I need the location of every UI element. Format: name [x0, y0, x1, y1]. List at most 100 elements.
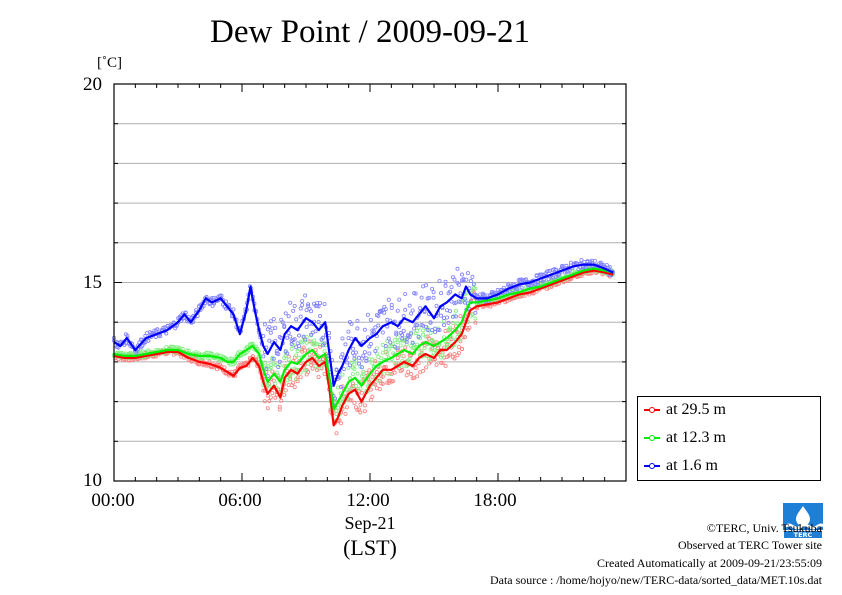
data-point-3: [359, 356, 364, 361]
data-point-3: [456, 282, 461, 287]
data-point-3: [433, 330, 438, 335]
data-point-3: [276, 364, 281, 369]
data-point-3: [364, 358, 369, 363]
data-point-3: [334, 367, 339, 372]
data-point-3: [443, 279, 448, 284]
data-point-3: [371, 329, 376, 334]
data-point-3: [273, 325, 278, 330]
legend-label-29m: at 29.5 m: [666, 401, 726, 418]
data-point-1: [377, 387, 382, 392]
data-point-2: [288, 374, 293, 379]
data-point-3: [322, 301, 327, 306]
data-point-3: [303, 337, 308, 342]
data-point-1: [467, 325, 472, 330]
data-point-3: [394, 330, 399, 335]
data-point-3: [303, 293, 308, 298]
data-point-3: [271, 356, 276, 361]
data-point-3: [431, 290, 436, 295]
data-point-1: [362, 403, 367, 408]
x-tick-label-0000: 00:00: [91, 490, 135, 511]
data-point-2: [419, 349, 424, 354]
data-point-1: [310, 360, 315, 365]
data-point-2: [415, 329, 420, 334]
data-point-3: [607, 265, 612, 270]
data-point-3: [274, 349, 279, 354]
legend: at 29.5 m at 12.3 m at 1.6 m: [637, 396, 821, 481]
data-point-2: [316, 366, 321, 371]
y-tick-label-15: 15: [83, 272, 102, 293]
data-point-3: [400, 332, 405, 337]
y-tick-label-20: 20: [83, 74, 102, 95]
data-point-3: [304, 325, 309, 330]
data-point-3: [291, 308, 296, 313]
data-point-2: [404, 342, 409, 347]
data-point-3: [341, 367, 346, 372]
data-point-2: [312, 338, 317, 343]
data-point-2: [268, 365, 273, 370]
data-point-3: [413, 291, 418, 296]
data-point-3: [380, 330, 385, 335]
data-point-3: [428, 320, 433, 325]
data-point-2: [185, 348, 190, 353]
data-point-3: [322, 341, 327, 346]
data-point-3: [424, 283, 429, 288]
data-point-2: [304, 340, 309, 345]
data-point-3: [268, 330, 273, 335]
legend-item-1m: at 1.6 m: [644, 456, 718, 476]
data-point-1: [307, 339, 312, 344]
data-point-2: [294, 377, 299, 382]
data-point-3: [333, 396, 338, 401]
data-point-2: [398, 353, 403, 358]
data-point-1: [456, 345, 461, 350]
data-point-3: [361, 353, 366, 358]
data-point-1: [368, 398, 373, 403]
data-point-3: [382, 310, 387, 315]
data-point-3: [300, 298, 305, 303]
data-point-1: [458, 314, 463, 319]
legend-swatch-red: [644, 405, 660, 415]
data-point-1: [279, 398, 284, 403]
data-point-1: [370, 394, 375, 399]
data-point-3: [401, 328, 406, 333]
data-point-2: [473, 316, 478, 321]
data-point-3: [427, 295, 432, 300]
data-point-1: [409, 372, 414, 377]
data-point-1: [443, 363, 448, 368]
data-point-1: [415, 374, 420, 379]
data-point-3: [373, 349, 378, 354]
data-point-2: [379, 356, 384, 361]
data-point-3: [138, 337, 143, 342]
data-point-3: [373, 325, 378, 330]
data-point-1: [277, 407, 282, 412]
data-point-3: [528, 283, 533, 288]
credit-source: Data source : /home/hojyo/new/TERC-data/…: [489, 573, 822, 587]
data-point-3: [282, 323, 287, 328]
data-point-3: [355, 326, 360, 331]
data-point-3: [294, 317, 299, 322]
data-point-3: [404, 339, 409, 344]
data-point-2: [267, 384, 272, 389]
data-point-3: [394, 332, 399, 337]
data-point-3: [337, 375, 342, 380]
data-point-3: [468, 279, 473, 284]
data-point-3: [289, 342, 294, 347]
data-point-1: [292, 385, 297, 390]
data-point-3: [297, 344, 302, 349]
data-point-3: [262, 322, 267, 327]
data-point-3: [321, 335, 326, 340]
data-point-3: [316, 304, 321, 309]
data-point-2: [428, 331, 433, 336]
data-point-3: [395, 346, 400, 351]
credit-copyright: ©TERC, Univ. Tsukuba: [706, 521, 822, 535]
data-point-3: [267, 338, 272, 343]
data-point-3: [447, 309, 452, 314]
data-point-3: [446, 320, 451, 325]
data-point-3: [452, 277, 457, 282]
data-point-3: [412, 326, 417, 331]
data-point-3: [430, 286, 435, 291]
data-point-1: [373, 359, 378, 364]
data-point-1: [403, 345, 408, 350]
data-point-3: [592, 258, 597, 263]
series-lines: [113, 263, 614, 427]
data-point-1: [427, 336, 432, 341]
